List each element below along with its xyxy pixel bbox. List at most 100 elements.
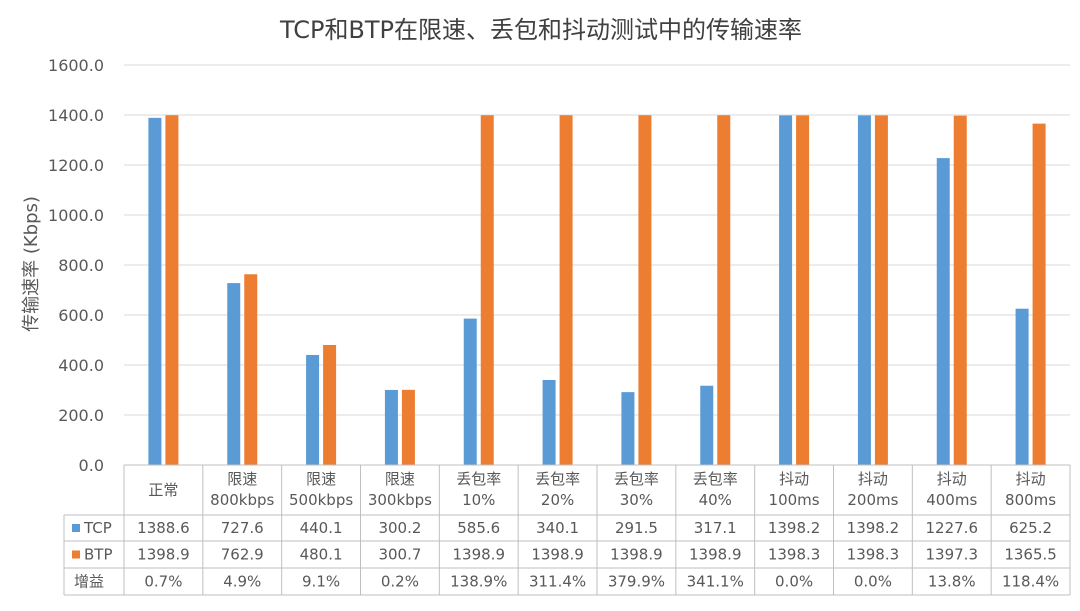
category-label: 限速 [227, 470, 257, 488]
data-label: 1398.9 [137, 546, 190, 564]
data-label: 762.9 [221, 546, 264, 564]
data-label: 0.0% [775, 573, 813, 591]
y-axis-ticks: 0.0 200.0 400.0 600.0 800.0 1000.0 1200.0 1400.… [48, 56, 104, 475]
bar-btp [165, 115, 179, 466]
bar-btp [559, 115, 573, 466]
bar-tcp [621, 392, 635, 465]
category-label: 丢包率 [693, 470, 738, 488]
y-tick-label: 1000.0 [48, 206, 104, 225]
data-label: 4.9% [223, 573, 261, 591]
data-label: 1398.2 [847, 519, 900, 537]
bar-btp [244, 274, 258, 465]
bar-tcp [779, 115, 793, 465]
data-label: 0.7% [144, 573, 182, 591]
category-label: 限速 [306, 470, 336, 488]
data-label: 1398.9 [610, 546, 663, 564]
bar-btp [1032, 123, 1046, 465]
y-tick-label: 1400.0 [48, 106, 104, 125]
data-label: 13.8% [928, 573, 976, 591]
bar-tcp [700, 385, 714, 465]
data-label: 1398.2 [768, 519, 821, 537]
category-label: 30% [620, 491, 653, 509]
data-label: 1388.6 [137, 519, 190, 537]
legend-label: BTP [84, 546, 113, 564]
bar-tcp [936, 158, 950, 465]
bar-tcp [227, 283, 241, 465]
y-tick-label: 0.0 [79, 456, 104, 475]
category-label: 800kbps [210, 491, 274, 509]
legend-swatch-btp [72, 550, 80, 559]
bar-tcp [1015, 308, 1029, 465]
y-tick-label: 200.0 [58, 406, 104, 425]
y-axis-label: 传输速率 (Kbps) [21, 196, 42, 332]
data-label: 1398.3 [847, 546, 900, 564]
data-label: 311.4% [529, 573, 586, 591]
data-label: 440.1 [300, 519, 343, 537]
bar-tcp [384, 389, 398, 465]
bar-tcp [148, 117, 162, 465]
y-tick-label: 1200.0 [48, 156, 104, 175]
category-label: 800ms [1005, 491, 1056, 509]
y-tick-label: 1600.0 [48, 56, 104, 75]
gridlines [124, 64, 1070, 466]
category-label: 正常 [148, 481, 178, 499]
bar-btp [401, 389, 415, 465]
bar-btp [796, 115, 810, 466]
legend-swatch-tcp [72, 524, 80, 532]
category-label: 丢包率 [535, 470, 580, 488]
category-label: 200ms [847, 491, 898, 509]
y-tick-label: 600.0 [58, 306, 104, 325]
data-label: 1398.9 [453, 546, 506, 564]
category-label: 400ms [926, 491, 977, 509]
category-label: 300kbps [368, 491, 432, 509]
bars [148, 115, 1046, 466]
row-label: 增益 [74, 573, 104, 591]
bar-tcp [542, 379, 556, 465]
data-label: 1397.3 [926, 546, 979, 564]
data-label: 118.4% [1002, 573, 1059, 591]
bar-tcp [857, 115, 871, 465]
data-label: 300.2 [378, 519, 421, 537]
category-label: 抖动 [937, 470, 967, 488]
category-label: 抖动 [858, 470, 888, 488]
data-label: 1365.5 [1004, 546, 1057, 564]
data-table: 正常 限速 800kbps 限速 500kbps 限速 300kbps 丢包率 10% 丢包率 20… [63, 464, 1071, 596]
data-label: 0.2% [381, 573, 419, 591]
data-label: 341.1% [687, 573, 744, 591]
data-label: 9.1% [302, 573, 340, 591]
category-label: 抖动 [779, 470, 809, 488]
data-label: 138.9% [450, 573, 507, 591]
category-label: 丢包率 [456, 470, 501, 488]
data-label: 291.5 [615, 519, 658, 537]
bar-btp [323, 344, 337, 465]
data-label: 300.7 [378, 546, 421, 564]
bar-tcp [306, 354, 320, 465]
data-label: 340.1 [536, 519, 579, 537]
category-label: 100ms [769, 491, 820, 509]
y-tick-label: 400.0 [58, 356, 104, 375]
bar-btp [874, 115, 888, 466]
data-label: 1227.6 [926, 519, 979, 537]
category-label: 500kbps [289, 491, 353, 509]
data-label: 625.2 [1009, 519, 1052, 537]
bar-btp [953, 115, 967, 466]
category-label: 20% [541, 491, 574, 509]
legend-label: TCP [83, 519, 112, 537]
category-label: 限速 [385, 470, 415, 488]
chart-title: TCP和BTP在限速、丢包和抖动测试中的传输速率 [279, 16, 802, 44]
bar-btp [717, 115, 731, 466]
data-label: 727.6 [221, 519, 264, 537]
y-tick-label: 800.0 [58, 256, 104, 275]
category-label: 10% [462, 491, 495, 509]
bar-btp [480, 115, 494, 466]
category-label: 抖动 [1016, 470, 1046, 488]
data-label: 0.0% [854, 573, 892, 591]
data-label: 317.1 [694, 519, 737, 537]
category-label: 40% [699, 491, 732, 509]
category-label: 丢包率 [614, 470, 659, 488]
data-label: 585.6 [457, 519, 500, 537]
data-label: 379.9% [608, 573, 665, 591]
data-label: 1398.9 [689, 546, 742, 564]
data-label: 1398.3 [768, 546, 821, 564]
data-label: 1398.9 [531, 546, 584, 564]
